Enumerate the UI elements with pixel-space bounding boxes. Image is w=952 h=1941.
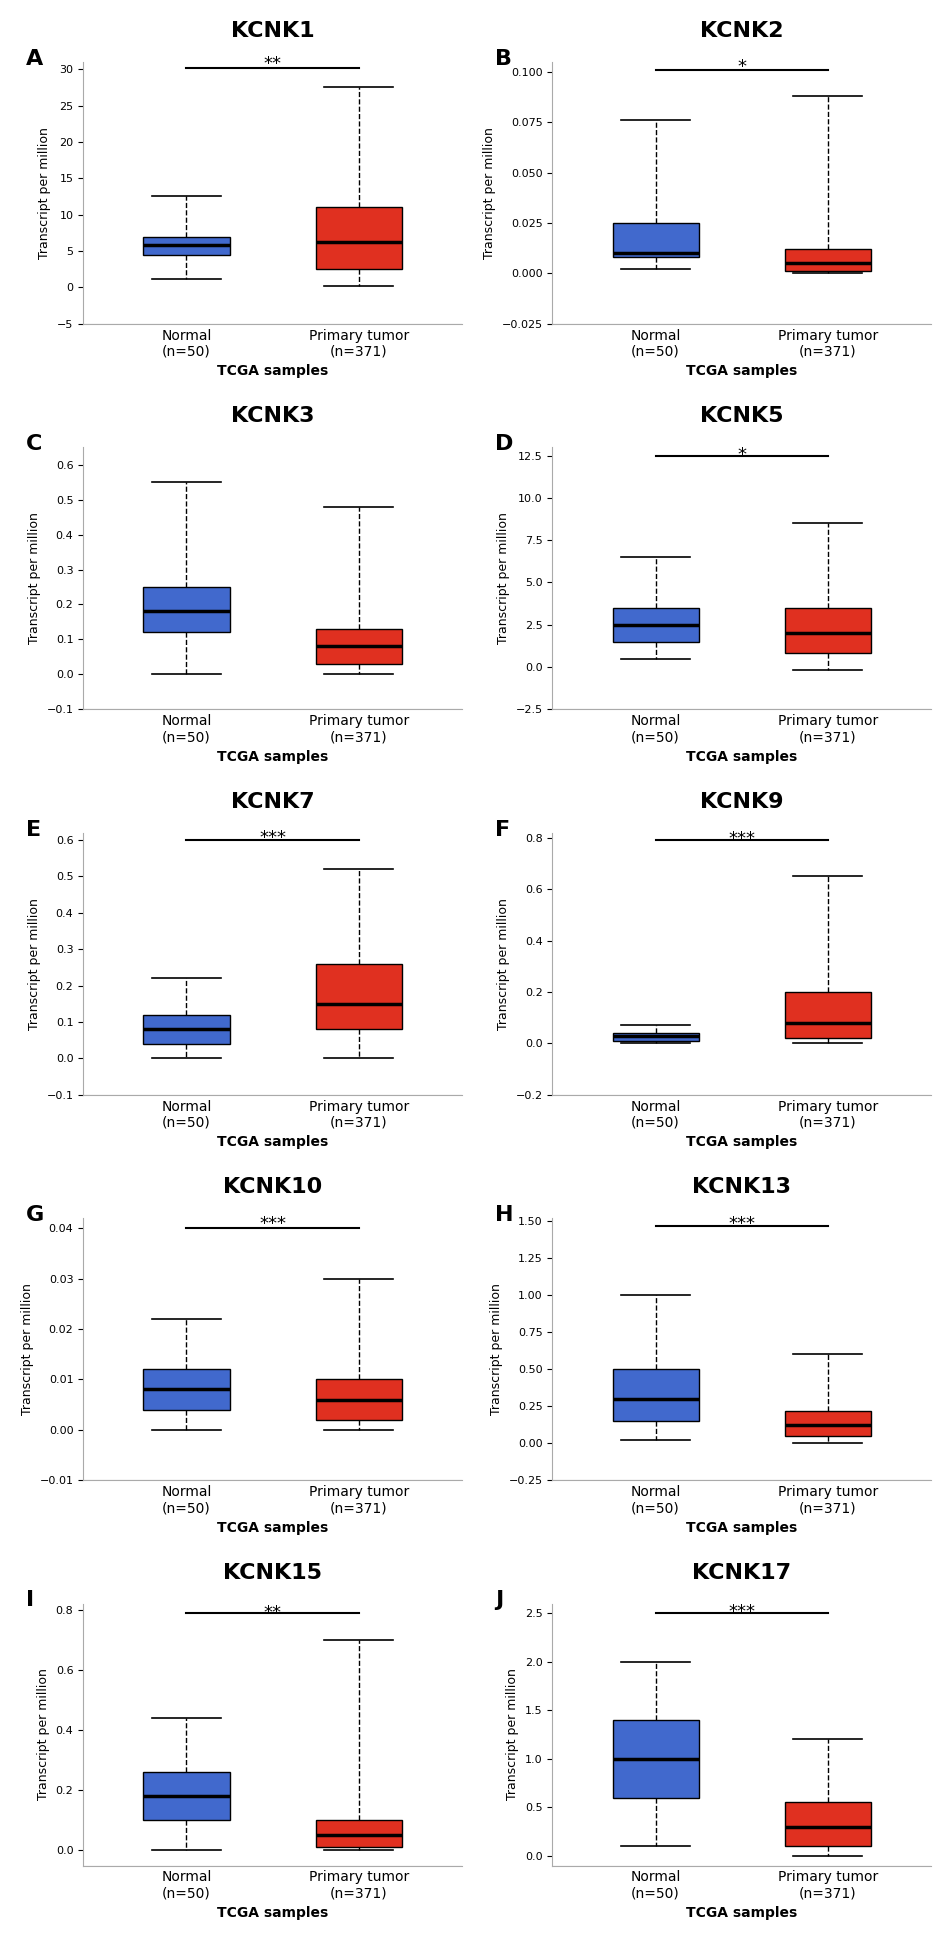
FancyBboxPatch shape (784, 992, 871, 1038)
Text: ***: *** (728, 1215, 755, 1233)
X-axis label: TCGA samples: TCGA samples (217, 1906, 328, 1920)
Title: KCNK7: KCNK7 (230, 792, 314, 811)
Title: KCNK2: KCNK2 (700, 21, 783, 41)
FancyBboxPatch shape (144, 1772, 229, 1821)
Text: C: C (27, 435, 43, 454)
Title: KCNK5: KCNK5 (700, 406, 783, 427)
X-axis label: TCGA samples: TCGA samples (686, 1135, 798, 1149)
Y-axis label: Transcript per million: Transcript per million (38, 126, 51, 258)
Text: ***: *** (259, 1215, 286, 1233)
Y-axis label: Transcript per million: Transcript per million (497, 512, 510, 644)
Title: KCNK1: KCNK1 (230, 21, 314, 41)
Title: KCNK15: KCNK15 (223, 1563, 322, 1582)
X-axis label: TCGA samples: TCGA samples (217, 1520, 328, 1535)
FancyBboxPatch shape (784, 248, 871, 272)
FancyBboxPatch shape (612, 1368, 699, 1421)
Text: **: ** (264, 1603, 282, 1621)
FancyBboxPatch shape (316, 1821, 402, 1848)
Text: E: E (27, 819, 41, 840)
Title: KCNK17: KCNK17 (692, 1563, 791, 1582)
X-axis label: TCGA samples: TCGA samples (686, 365, 798, 378)
Text: G: G (27, 1205, 45, 1225)
FancyBboxPatch shape (316, 629, 402, 664)
Text: J: J (495, 1590, 504, 1611)
X-axis label: TCGA samples: TCGA samples (217, 749, 328, 765)
FancyBboxPatch shape (144, 237, 229, 254)
FancyBboxPatch shape (316, 1380, 402, 1419)
FancyBboxPatch shape (316, 963, 402, 1029)
FancyBboxPatch shape (144, 1368, 229, 1409)
X-axis label: TCGA samples: TCGA samples (686, 1520, 798, 1535)
Y-axis label: Transcript per million: Transcript per million (483, 126, 496, 258)
Text: H: H (495, 1205, 514, 1225)
FancyBboxPatch shape (784, 1803, 871, 1846)
FancyBboxPatch shape (612, 223, 699, 258)
FancyBboxPatch shape (612, 1720, 699, 1797)
Text: F: F (495, 819, 510, 840)
Y-axis label: Transcript per million: Transcript per million (28, 899, 41, 1029)
Title: KCNK10: KCNK10 (223, 1176, 322, 1198)
Y-axis label: Transcript per million: Transcript per million (497, 899, 510, 1029)
FancyBboxPatch shape (784, 1411, 871, 1436)
Text: ***: *** (728, 1603, 755, 1621)
X-axis label: TCGA samples: TCGA samples (217, 365, 328, 378)
Y-axis label: Transcript per million: Transcript per million (490, 1283, 503, 1415)
Title: KCNK3: KCNK3 (230, 406, 314, 427)
FancyBboxPatch shape (144, 586, 229, 633)
Text: ***: *** (259, 829, 286, 846)
Y-axis label: Transcript per million: Transcript per million (21, 1283, 34, 1415)
Text: B: B (495, 49, 512, 68)
Text: **: ** (264, 54, 282, 72)
FancyBboxPatch shape (612, 1033, 699, 1040)
FancyBboxPatch shape (144, 1015, 229, 1044)
Y-axis label: Transcript per million: Transcript per million (28, 512, 41, 644)
FancyBboxPatch shape (784, 608, 871, 654)
Text: ***: *** (728, 831, 755, 848)
Text: *: * (737, 446, 746, 464)
Title: KCNK9: KCNK9 (700, 792, 783, 811)
X-axis label: TCGA samples: TCGA samples (686, 749, 798, 765)
Y-axis label: Transcript per million: Transcript per million (37, 1669, 50, 1801)
Y-axis label: Transcript per million: Transcript per million (506, 1669, 519, 1801)
X-axis label: TCGA samples: TCGA samples (217, 1135, 328, 1149)
X-axis label: TCGA samples: TCGA samples (686, 1906, 798, 1920)
Text: A: A (27, 49, 44, 68)
FancyBboxPatch shape (612, 608, 699, 642)
Text: D: D (495, 435, 514, 454)
Text: I: I (27, 1590, 34, 1611)
Text: *: * (737, 58, 746, 76)
Title: KCNK13: KCNK13 (692, 1176, 791, 1198)
FancyBboxPatch shape (316, 208, 402, 270)
